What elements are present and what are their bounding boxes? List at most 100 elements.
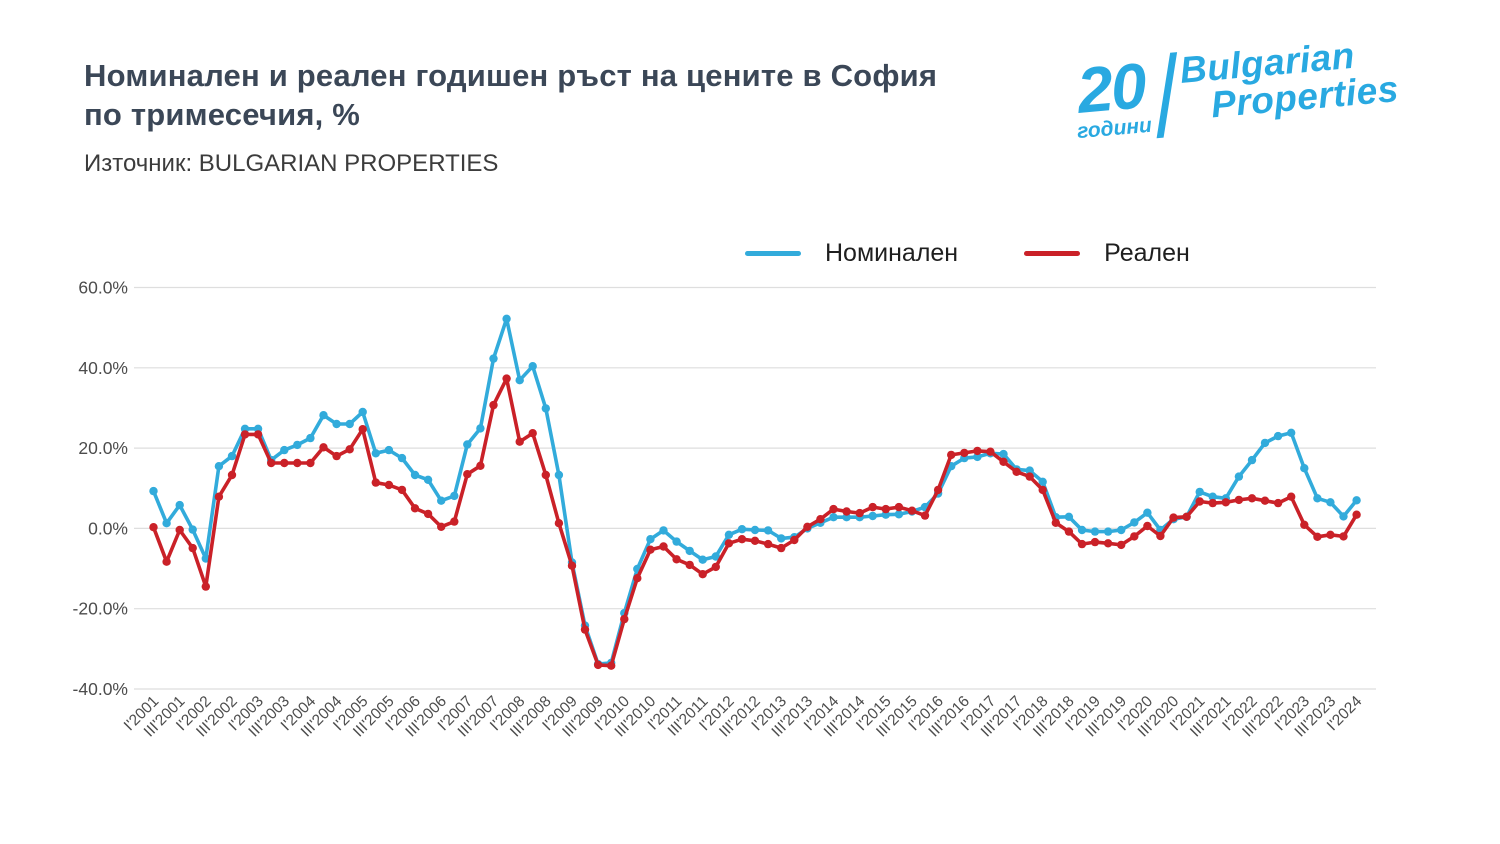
data-point-real (659, 542, 668, 551)
data-point-real (1273, 498, 1283, 508)
data-point-real (750, 536, 760, 545)
data-point-real (1051, 518, 1061, 527)
data-point-real (410, 504, 420, 513)
data-point-nominal (227, 451, 237, 461)
data-point-nominal (541, 404, 550, 413)
data-point-real (515, 437, 524, 446)
data-point-nominal (423, 475, 433, 484)
data-point-nominal (1103, 527, 1113, 536)
data-point-nominal (646, 535, 655, 544)
data-point-real (1025, 472, 1034, 481)
y-tick-label: -40.0% (73, 679, 128, 699)
data-point-real (790, 535, 799, 545)
data-point-nominal (750, 525, 760, 535)
data-point-nominal (868, 511, 877, 521)
y-tick-label: 40.0% (78, 358, 128, 378)
data-point-nominal (763, 526, 773, 535)
y-tick-label: -20.0% (73, 599, 128, 619)
data-point-real (1260, 496, 1270, 505)
data-point-nominal (371, 449, 380, 458)
data-point-nominal (450, 491, 459, 501)
data-point-real (463, 470, 472, 479)
data-point-nominal (280, 445, 289, 455)
data-point-real (633, 574, 642, 583)
data-point-real (201, 582, 210, 591)
legend-item-real: Реален (1024, 239, 1190, 268)
data-point-nominal (437, 496, 446, 505)
data-point-nominal (397, 453, 407, 463)
data-point-real (1352, 510, 1361, 519)
data-point-real (777, 543, 786, 553)
data-point-nominal (737, 525, 747, 534)
data-point-real (1234, 495, 1244, 505)
page-title-line1: Номинален и реален годишен ръст на ценит… (84, 58, 938, 93)
data-point-nominal (1195, 487, 1204, 497)
data-point-nominal (384, 445, 394, 455)
data-point-nominal (515, 376, 524, 385)
data-point-nominal (1300, 464, 1309, 473)
data-point-nominal (1208, 492, 1217, 501)
data-point-real (567, 561, 577, 570)
y-tick-label: 60.0% (78, 278, 128, 298)
data-point-real (829, 504, 838, 514)
data-point-real (1182, 512, 1191, 521)
data-point-nominal (293, 440, 302, 450)
data-point-real (646, 545, 655, 554)
data-point-real (907, 506, 917, 515)
data-point-real (1130, 532, 1139, 541)
data-point-real (345, 445, 354, 454)
data-point-real (672, 555, 681, 564)
data-point-nominal (1260, 438, 1270, 448)
data-point-nominal (685, 546, 694, 556)
data-point-real (763, 539, 773, 549)
data-point-real (1287, 492, 1296, 501)
data-point-real (384, 480, 394, 490)
data-point-nominal (149, 486, 158, 496)
data-point-nominal (1234, 472, 1244, 481)
data-point-nominal (698, 555, 707, 564)
data-point-nominal (528, 362, 537, 371)
data-point-nominal (306, 433, 315, 443)
data-point-real (881, 504, 890, 514)
data-point-nominal (332, 419, 341, 429)
data-point-nominal (214, 462, 224, 471)
data-point-real (1195, 497, 1204, 506)
data-point-nominal (1247, 455, 1257, 465)
data-point-real (214, 492, 224, 501)
data-point-real (1117, 540, 1126, 550)
data-point-real (280, 458, 289, 468)
data-point-real (933, 485, 943, 495)
legend-label-real: Реален (1104, 238, 1190, 267)
data-point-nominal (358, 407, 367, 417)
data-point-real (476, 461, 485, 470)
data-point-nominal (1326, 498, 1335, 507)
legend-swatch-nominal (745, 250, 801, 256)
data-point-nominal (829, 513, 838, 522)
data-point-real (1221, 498, 1231, 507)
data-point-real (1038, 485, 1047, 495)
series-line-nominal (151, 316, 1359, 666)
data-point-nominal (1130, 518, 1139, 527)
data-point-real (1339, 532, 1348, 541)
data-point-real (894, 502, 904, 512)
data-point-nominal (345, 419, 354, 429)
data-point-real (188, 543, 197, 553)
data-point-real (541, 470, 550, 480)
data-point-nominal (1339, 512, 1348, 521)
data-point-real (999, 457, 1008, 466)
data-point-nominal (175, 500, 184, 510)
data-point-real (319, 443, 328, 452)
data-point-real (1247, 494, 1257, 503)
data-point-real (306, 458, 315, 468)
data-point-real (358, 425, 367, 434)
data-point-real (1012, 467, 1021, 476)
data-point-real (1064, 527, 1074, 536)
data-point-nominal (724, 530, 734, 539)
data-point-real (332, 451, 341, 461)
data-point-nominal (319, 411, 328, 420)
y-tick-label: 20.0% (78, 438, 128, 458)
data-point-nominal (711, 552, 720, 561)
data-point-real (986, 447, 995, 456)
data-point-real (1313, 532, 1322, 541)
